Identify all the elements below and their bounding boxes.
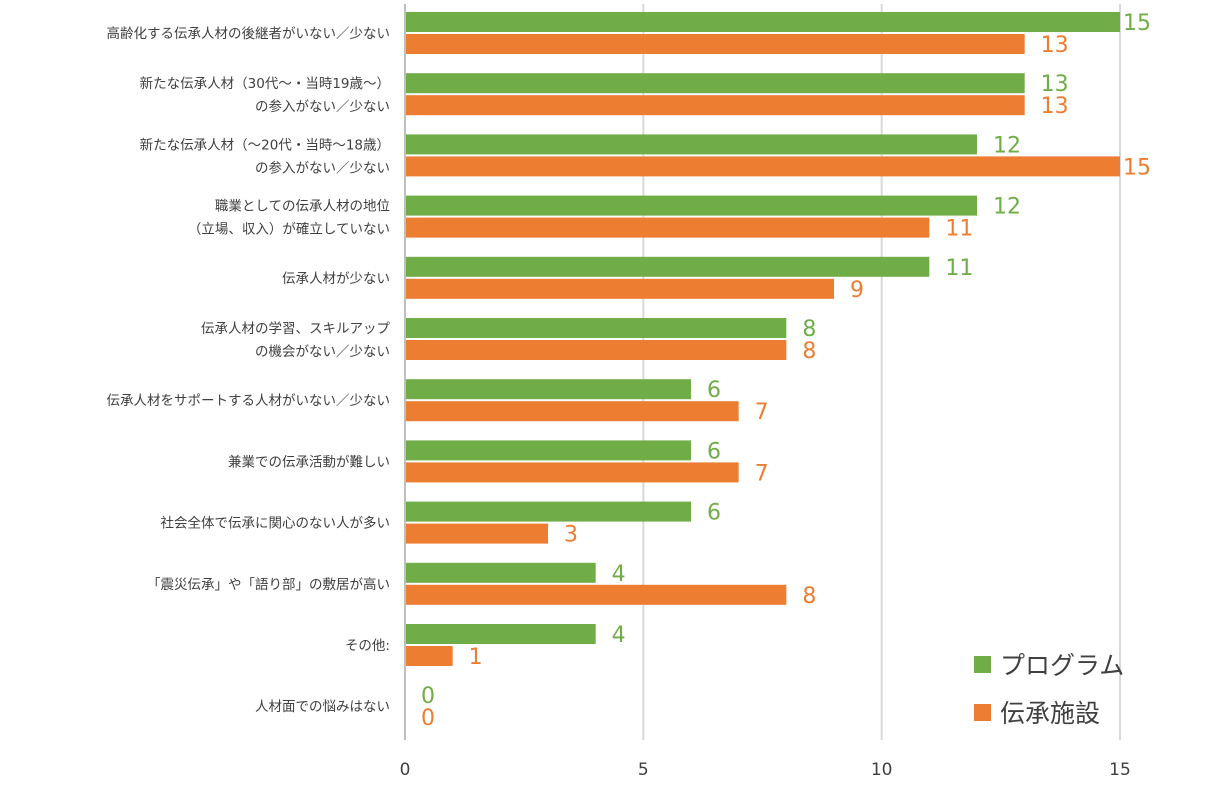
category-label-line: 伝承人材が少ない — [282, 271, 390, 287]
data-label: 8 — [802, 339, 816, 364]
bar-facility — [406, 217, 930, 238]
data-label: 3 — [564, 523, 578, 548]
category-label-line: 高齢化する伝承人材の後継者がいない／少ない — [107, 25, 391, 42]
x-tick-label: 15 — [1109, 760, 1131, 780]
category-label: 新たな伝承人材（30代～・当時19歳～） の参入がない／少ない — [140, 76, 390, 115]
category-label: 伝承人材が少ない — [282, 271, 390, 287]
category-label: 社会全体で伝承に関心のない人が多い — [161, 515, 391, 532]
bar-facility — [406, 95, 1025, 116]
data-label: 6 — [707, 501, 721, 526]
data-label: 6 — [707, 378, 721, 403]
category-label-line: 新たな伝承人材（～20代・当時～18歳） — [140, 137, 390, 153]
bar-program — [406, 624, 596, 644]
category-label-line: （立場、収入）が確立していない — [188, 222, 390, 238]
category-label: 職業としての伝承人材の地位 （立場、収入）が確立していない — [188, 199, 390, 238]
x-tick-label: 5 — [638, 760, 649, 780]
x-tick-label: 10 — [871, 760, 893, 780]
category-label-line: の参入がない／少ない — [255, 98, 390, 115]
data-label: 12 — [993, 195, 1021, 220]
data-label: 15 — [1123, 11, 1151, 36]
bar-program — [406, 134, 977, 155]
bar-facility — [406, 523, 548, 544]
category-labels: 高齢化する伝承人材の後継者がいない／少ない新たな伝承人材（30代～・当時19歳～… — [107, 25, 391, 715]
bar-program — [406, 195, 977, 216]
data-label: 1 — [469, 645, 483, 670]
bar-facility — [406, 340, 787, 360]
data-label: 4 — [612, 623, 626, 648]
legend-label: プログラム — [1000, 651, 1124, 680]
data-label: 15 — [1123, 155, 1151, 180]
category-label: 人材面での悩みはない — [255, 699, 390, 715]
category-label-line: 職業としての伝承人材の地位 — [215, 199, 390, 215]
category-label-line: 人材面での悩みはない — [255, 699, 390, 715]
bar-facility — [406, 156, 1120, 177]
bar-program — [406, 318, 787, 338]
data-label: 7 — [755, 461, 769, 486]
data-label: 8 — [802, 317, 816, 342]
data-label: 12 — [993, 133, 1021, 158]
category-label: その他: — [345, 638, 390, 654]
bar-program — [406, 12, 1120, 32]
bar-facility — [406, 462, 739, 483]
category-label-line: 「震災伝承」や「語り部」の敷居が高い — [147, 576, 390, 593]
bar-facility — [406, 646, 453, 666]
data-label: 13 — [1041, 94, 1069, 119]
category-label-line: の参入がない／少ない — [255, 159, 390, 176]
bars — [406, 12, 1120, 666]
category-label-line: の機会がない／少ない — [255, 344, 390, 360]
bar-program — [406, 440, 691, 461]
bar-facility — [406, 34, 1025, 54]
legend-swatch — [974, 656, 991, 673]
category-label: 「震災伝承」や「語り部」の敷居が高い — [147, 576, 390, 593]
bar-facility — [406, 584, 787, 605]
category-label-line: 新たな伝承人材（30代～・当時19歳～） — [140, 76, 390, 92]
data-label: 13 — [1041, 72, 1069, 97]
bar-program — [406, 501, 691, 522]
bar-facility — [406, 401, 739, 422]
bar-facility — [406, 278, 834, 299]
category-label-line: 社会全体で伝承に関心のない人が多い — [161, 515, 391, 532]
x-axis-tick-labels: 0 5 10 15 — [400, 760, 1131, 780]
category-label-line: 兼業での伝承活動が難しい — [228, 454, 390, 470]
category-label-line: その他: — [345, 638, 390, 654]
data-label: 6 — [707, 439, 721, 464]
category-label: 新たな伝承人材（～20代・当時～18歳） の参入がない／少ない — [140, 137, 390, 176]
data-label: 7 — [755, 400, 769, 425]
bar-program — [406, 379, 691, 400]
grid-lines — [404, 4, 1121, 740]
category-label-line: 伝承人材の学習、スキルアップ — [201, 321, 390, 337]
category-label: 兼業での伝承活動が難しい — [228, 454, 390, 470]
category-label: 高齢化する伝承人材の後継者がいない／少ない — [107, 25, 391, 42]
legend-swatch — [974, 704, 991, 721]
data-label: 0 — [421, 684, 435, 709]
data-label: 11 — [945, 217, 973, 242]
data-label: 0 — [421, 706, 435, 731]
data-label: 4 — [612, 562, 626, 587]
data-label: 9 — [850, 278, 864, 303]
x-tick-label: 0 — [400, 760, 411, 780]
bar-program — [406, 562, 596, 583]
data-label: 13 — [1041, 33, 1069, 58]
bar-program — [406, 256, 930, 277]
data-label: 8 — [802, 584, 816, 609]
category-label: 伝承人材をサポートする人材がいない／少ない — [107, 393, 391, 409]
bar-program — [406, 73, 1025, 94]
category-label-line: 伝承人材をサポートする人材がいない／少ない — [107, 393, 391, 409]
legend-label: 伝承施設 — [1000, 699, 1100, 728]
data-label: 11 — [945, 256, 973, 281]
